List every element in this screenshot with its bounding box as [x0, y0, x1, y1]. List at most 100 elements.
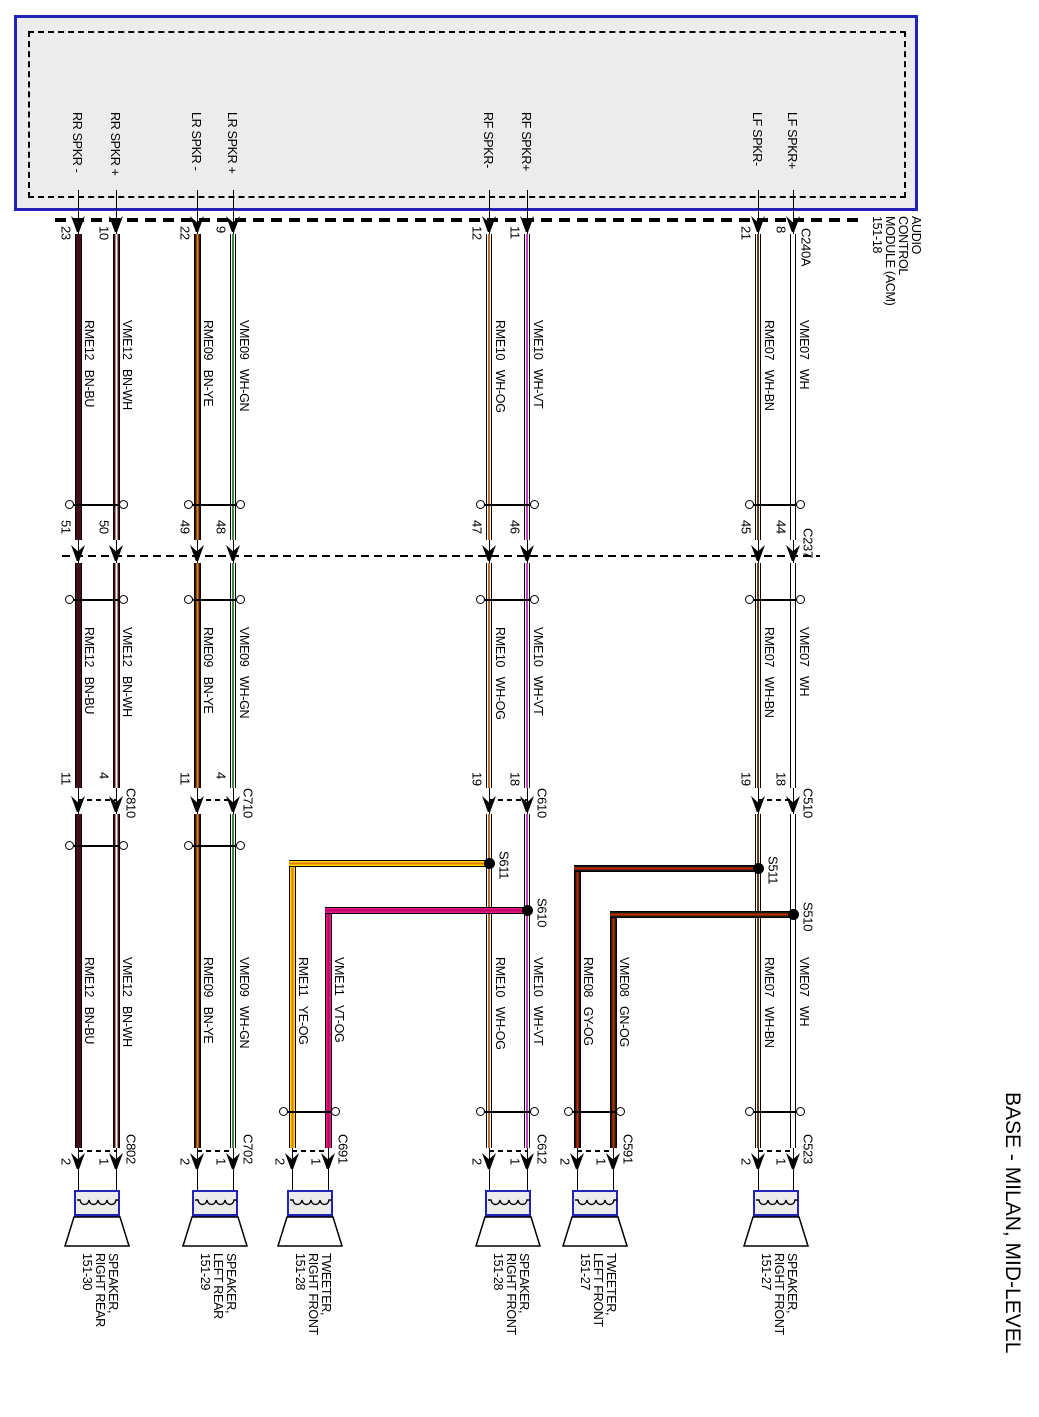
acm-pin-label: RF SPKR+	[519, 112, 534, 172]
splice-label: S611	[496, 851, 512, 880]
wire-stub	[792, 1148, 794, 1190]
twisted-pair-symbol-circle	[476, 1107, 485, 1116]
splice-label: S610	[534, 898, 550, 928]
speaker-cone-icon	[63, 1216, 131, 1248]
pair-dashed-segment	[197, 1150, 233, 1152]
twisted-pair-symbol-line	[189, 845, 241, 847]
wire-BN-YE	[193, 814, 201, 1148]
wire-stub	[196, 190, 198, 240]
twisted-pair-symbol-circle	[65, 841, 74, 850]
wire-WH-VT	[524, 814, 530, 1148]
connector-label: C691	[335, 1134, 351, 1164]
wire-code-label: VME12 BN-WH	[120, 957, 135, 1047]
splice-dot	[521, 904, 533, 916]
wire-BN-BU	[74, 814, 82, 1148]
wire-code-label: RME09 BN-YE	[201, 320, 216, 407]
wire-stub	[526, 786, 528, 816]
connector-label: C240A	[798, 228, 814, 267]
twisted-pair-symbol-line	[70, 845, 124, 847]
audio-control-module-box	[14, 15, 918, 211]
wire-code-label: RME12 BN-BU	[82, 320, 97, 408]
twisted-pair-symbol-line	[750, 599, 801, 601]
acm-pin-label: RF SPKR-	[481, 112, 496, 168]
connector-label: C802	[123, 1134, 139, 1164]
speaker-label: SPEAKER, LEFT REAR 151-29	[198, 1253, 238, 1319]
wire-code-label: VME10 WH-VT	[531, 627, 546, 716]
pin-number: 8	[773, 226, 789, 233]
wire-BN-WH	[112, 563, 120, 788]
wire-BN-YE	[193, 563, 201, 788]
wire-stub	[232, 190, 234, 240]
pin-number: 18	[773, 772, 789, 786]
splice-label: S510	[800, 902, 816, 932]
twisted-pair-symbol-line	[750, 504, 801, 506]
pin-number: 48	[213, 520, 229, 534]
twisted-pair-symbol-line	[70, 504, 124, 506]
wire-WH-VT	[524, 563, 530, 788]
wire-stub	[757, 786, 759, 816]
connector-label: C702	[240, 1134, 256, 1164]
wire-stub	[77, 190, 79, 240]
twisted-pair-symbol-circle	[236, 500, 245, 509]
wire-WH-OG	[486, 814, 492, 1148]
connector-label: C810	[123, 788, 139, 818]
wire-stub	[526, 190, 528, 240]
wire-code-label: VME11 VT-OG	[332, 957, 347, 1043]
pair-dashed-segment	[78, 799, 116, 801]
twisted-pair-symbol-circle	[331, 1107, 340, 1116]
wire-WH-VT	[524, 234, 530, 540]
wire-code-label: VME09 WH-GN	[237, 627, 252, 719]
wire-code-label: VME12 BN-WH	[120, 627, 135, 717]
wire-WH-OG	[486, 563, 492, 788]
wire-stub	[115, 1148, 117, 1190]
wire-stub	[196, 786, 198, 816]
wire-code-label: VME09 WH-GN	[237, 320, 252, 412]
wire-code-label: RME07 WH-BN	[762, 957, 777, 1048]
twisted-pair-symbol-line	[481, 1111, 535, 1113]
twisted-pair-symbol-circle	[184, 595, 193, 604]
pin-number: 12	[469, 226, 485, 240]
wire-BN-BU	[74, 563, 82, 788]
acm-pin-label: LR SPKR -	[189, 112, 204, 171]
wire-GY-OG	[574, 864, 758, 872]
wire-code-label: RME12 BN-BU	[82, 627, 97, 715]
wire-WH-BN	[755, 563, 761, 788]
pin-number: 1	[773, 1158, 789, 1165]
pin-number: 4	[96, 772, 112, 779]
pin-number: 49	[177, 520, 193, 534]
wire-WH-GN	[230, 563, 236, 788]
wire-BN-YE	[193, 234, 201, 540]
twisted-pair-symbol-circle	[796, 595, 805, 604]
wire-code-label: VME10 WH-VT	[531, 957, 546, 1046]
pin-number: 46	[507, 520, 523, 534]
wire-stub	[77, 786, 79, 816]
twisted-pair-symbol-circle	[236, 595, 245, 604]
wire-BN-WH	[112, 814, 120, 1148]
acm-inner-dashed-border	[28, 31, 906, 198]
twisted-pair-symbol-circle	[119, 500, 128, 509]
connector-label: C237	[800, 528, 816, 558]
wire-GN-OG	[610, 910, 793, 918]
pin-number: 2	[177, 1158, 193, 1165]
wire-WH-GN	[230, 814, 236, 1148]
speaker-cone-icon	[474, 1216, 542, 1248]
wire-WH	[790, 234, 796, 540]
pair-dashed-segment	[577, 1150, 613, 1152]
wire-YE-OG	[288, 860, 296, 1148]
twisted-pair-symbol-circle	[65, 595, 74, 604]
wire-WH	[790, 563, 796, 788]
pin-number: 11	[507, 226, 523, 239]
connector-label: C610	[534, 788, 550, 818]
twisted-pair-symbol-line	[569, 1111, 621, 1113]
wire-WH-BN	[755, 234, 761, 540]
speaker-cone-icon	[276, 1216, 344, 1248]
connector-dashed-line	[62, 555, 820, 557]
splice-dot	[787, 908, 799, 920]
connector-label: C510	[800, 788, 816, 818]
wire-code-label: RME10 WH-OG	[493, 957, 508, 1050]
pin-number: 2	[272, 1158, 288, 1165]
wire-GY-OG	[573, 865, 581, 1148]
wire-code-label: VME07 WH	[797, 627, 812, 697]
wire-code-label: RME09 BN-YE	[201, 627, 216, 714]
wire-code-label: RME07 WH-BN	[762, 320, 777, 411]
